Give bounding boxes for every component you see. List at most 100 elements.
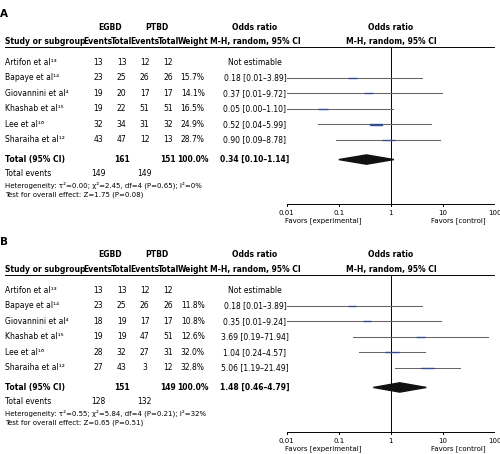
Text: Sharaiha et al¹²: Sharaiha et al¹² <box>5 363 65 372</box>
Text: 13: 13 <box>117 58 126 67</box>
Text: Odds ratio: Odds ratio <box>232 23 278 32</box>
Text: 12: 12 <box>164 58 173 67</box>
Text: Bapaye et al¹⁴: Bapaye et al¹⁴ <box>5 301 59 310</box>
Text: 132: 132 <box>138 397 152 406</box>
Text: 12: 12 <box>140 286 149 295</box>
Text: 47: 47 <box>116 135 126 144</box>
Text: PTBD: PTBD <box>145 251 168 260</box>
Text: Total events: Total events <box>5 397 52 406</box>
Text: Sharaiha et al¹²: Sharaiha et al¹² <box>5 135 65 144</box>
Text: 149: 149 <box>91 169 106 178</box>
Text: Events: Events <box>130 265 159 274</box>
Text: 43: 43 <box>93 135 103 144</box>
Text: 26: 26 <box>140 301 149 310</box>
Text: Lee et al¹⁶: Lee et al¹⁶ <box>5 348 44 357</box>
Text: 0.01: 0.01 <box>279 210 294 216</box>
Text: Favors [experimental]: Favors [experimental] <box>285 445 362 452</box>
Text: 1: 1 <box>388 438 393 444</box>
Text: 15.7%: 15.7% <box>180 74 204 82</box>
Text: 26: 26 <box>164 301 173 310</box>
Text: 19: 19 <box>94 332 103 341</box>
Text: 12: 12 <box>164 286 173 295</box>
Text: 13: 13 <box>94 286 103 295</box>
Text: 27: 27 <box>140 348 149 357</box>
Text: Total: Total <box>111 37 132 46</box>
Text: 0.18 [0.01–3.89]: 0.18 [0.01–3.89] <box>224 301 286 310</box>
Text: Not estimable: Not estimable <box>228 58 282 67</box>
Text: 100: 100 <box>488 438 500 444</box>
Text: Odds ratio: Odds ratio <box>368 23 414 32</box>
Text: M-H, random, 95% CI: M-H, random, 95% CI <box>346 37 436 46</box>
Text: 13: 13 <box>164 135 173 144</box>
Text: Favors [experimental]: Favors [experimental] <box>285 217 362 224</box>
Text: Heterogeneity: τ²=0.55; χ²=5.84, df=4 (P=0.21); I²=32%: Heterogeneity: τ²=0.55; χ²=5.84, df=4 (P… <box>5 409 206 417</box>
Text: 100.0%: 100.0% <box>177 155 208 164</box>
Text: 31: 31 <box>140 120 149 129</box>
Text: 161: 161 <box>114 155 130 164</box>
Text: 0.37 [0.01–9.72]: 0.37 [0.01–9.72] <box>224 89 286 98</box>
Text: 100: 100 <box>488 210 500 216</box>
Text: 151: 151 <box>114 383 130 392</box>
Text: 34: 34 <box>116 120 126 129</box>
Text: M-H, random, 95% CI: M-H, random, 95% CI <box>210 265 300 274</box>
Text: 17: 17 <box>140 89 149 98</box>
Text: 0.1: 0.1 <box>333 438 344 444</box>
Text: 43: 43 <box>116 363 126 372</box>
Text: 28: 28 <box>94 348 103 357</box>
Text: 13: 13 <box>94 58 103 67</box>
Text: 1.04 [0.24–4.57]: 1.04 [0.24–4.57] <box>224 348 286 357</box>
Text: 51: 51 <box>164 104 173 114</box>
Text: 16.5%: 16.5% <box>180 104 204 114</box>
Text: 13: 13 <box>117 286 126 295</box>
Text: 25: 25 <box>117 301 126 310</box>
Text: Khashab et al¹⁵: Khashab et al¹⁵ <box>5 104 64 114</box>
Text: 17: 17 <box>164 317 173 326</box>
Text: M-H, random, 95% CI: M-H, random, 95% CI <box>346 265 436 274</box>
Text: 128: 128 <box>91 397 105 406</box>
Text: 12: 12 <box>164 363 173 372</box>
Text: 17: 17 <box>164 89 173 98</box>
Text: Heterogeneity: τ²=0.00; χ²=2.45, df=4 (P=0.65); I²=0%: Heterogeneity: τ²=0.00; χ²=2.45, df=4 (P… <box>5 181 202 189</box>
Text: 24.9%: 24.9% <box>180 120 204 129</box>
Text: 18: 18 <box>94 317 103 326</box>
Text: Study or subgroup: Study or subgroup <box>5 37 86 46</box>
Text: 25: 25 <box>117 74 126 82</box>
Text: Artifon et al¹³: Artifon et al¹³ <box>5 286 57 295</box>
Text: PTBD: PTBD <box>145 23 168 32</box>
Polygon shape <box>374 383 426 392</box>
Text: 12: 12 <box>140 58 149 67</box>
Text: 0.35 [0.01–9.24]: 0.35 [0.01–9.24] <box>224 317 286 326</box>
Text: 100.0%: 100.0% <box>177 383 208 392</box>
Text: Study or subgroup: Study or subgroup <box>5 265 86 274</box>
Text: Not estimable: Not estimable <box>228 286 282 295</box>
Text: 51: 51 <box>164 332 173 341</box>
Text: Lee et al¹⁶: Lee et al¹⁶ <box>5 120 44 129</box>
Text: 31: 31 <box>164 348 173 357</box>
Text: Giovannini et al⁴: Giovannini et al⁴ <box>5 317 68 326</box>
Text: Total: Total <box>158 37 179 46</box>
Text: A: A <box>0 9 8 19</box>
Text: 0.05 [0.00–1.10]: 0.05 [0.00–1.10] <box>224 104 286 114</box>
Text: 10.8%: 10.8% <box>180 317 204 326</box>
Text: Events: Events <box>84 265 112 274</box>
Text: 14.1%: 14.1% <box>180 89 204 98</box>
Text: 0.18 [0.01–3.89]: 0.18 [0.01–3.89] <box>224 74 286 82</box>
Text: B: B <box>0 237 8 247</box>
Text: 19: 19 <box>117 332 126 341</box>
Text: 32: 32 <box>94 120 103 129</box>
Text: Events: Events <box>130 37 159 46</box>
Text: 23: 23 <box>94 74 103 82</box>
Text: 28.7%: 28.7% <box>180 135 204 144</box>
Text: 151: 151 <box>160 155 176 164</box>
Text: 51: 51 <box>140 104 149 114</box>
Text: Total (95% CI): Total (95% CI) <box>5 383 65 392</box>
Text: 27: 27 <box>94 363 103 372</box>
Text: Favors [control]: Favors [control] <box>432 445 486 452</box>
Text: 10: 10 <box>438 210 448 216</box>
Text: Weight: Weight <box>178 265 208 274</box>
Text: 3.69 [0.19–71.94]: 3.69 [0.19–71.94] <box>221 332 289 341</box>
Text: 3: 3 <box>142 363 147 372</box>
Text: 1.48 [0.46–4.79]: 1.48 [0.46–4.79] <box>220 383 290 392</box>
Text: 23: 23 <box>94 301 103 310</box>
Text: 20: 20 <box>117 89 126 98</box>
